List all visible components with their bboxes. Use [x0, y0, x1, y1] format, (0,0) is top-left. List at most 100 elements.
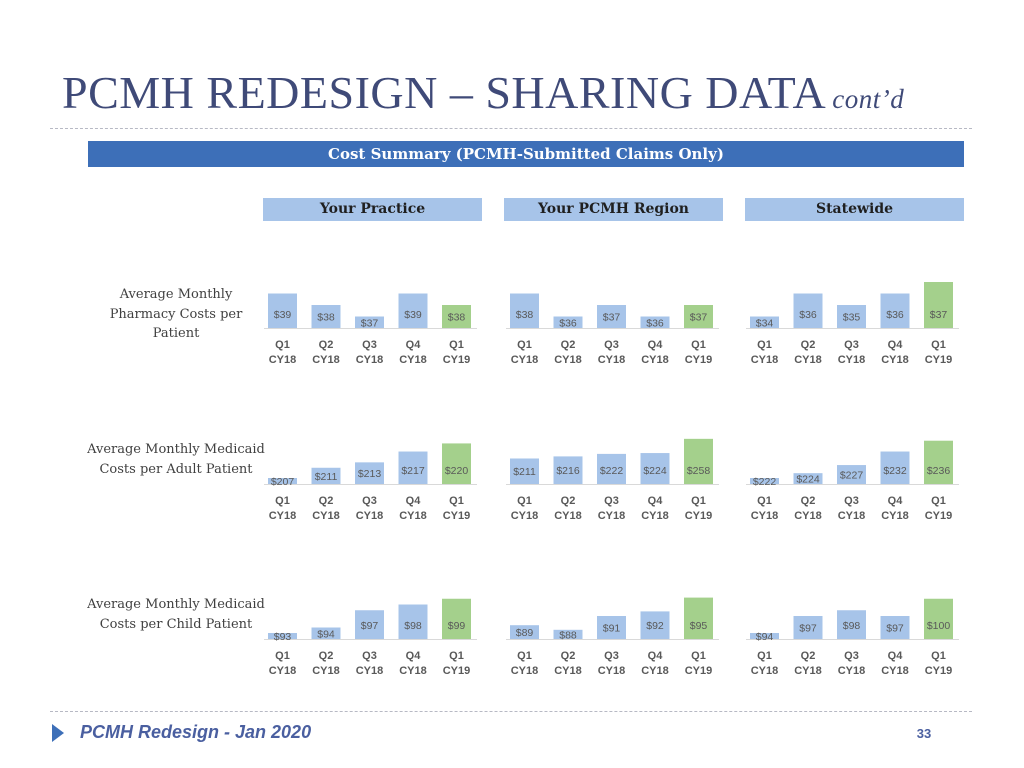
chart-average-monthly-pharmacy-costs-per-patient-statewide-bar-1	[750, 316, 779, 328]
chart-average-monthly-pharmacy-costs-per-patient-your-pcmh-region-tick-label-5: Q1 CY19	[685, 339, 713, 366]
chart-average-monthly-pharmacy-costs-per-patient-your-pcmh-region-bar-1	[510, 293, 539, 328]
chart-average-monthly-medicaid-costs-per-child-patient-your-pcmh-region-tick-label-1: Q1 CY18	[511, 650, 539, 677]
chart-average-monthly-medicaid-costs-per-adult-patient-statewide-value-label-3: $227	[840, 470, 864, 482]
chart-average-monthly-medicaid-costs-per-child-patient-your-practice-value-label-4: $98	[404, 620, 422, 632]
chart-average-monthly-medicaid-costs-per-child-patient-your-pcmh-region-bar-3	[597, 616, 626, 639]
footer-text: PCMH Redesign - Jan 2020	[80, 722, 312, 742]
chart-average-monthly-pharmacy-costs-per-patient-your-pcmh-region-value-label-3: $37	[603, 312, 621, 324]
chart-average-monthly-medicaid-costs-per-child-patient-your-practice-bar-2	[311, 627, 341, 639]
chart-average-monthly-medicaid-costs-per-child-patient-your-pcmh-region-value-label-1: $89	[516, 627, 534, 639]
chart-average-monthly-medicaid-costs-per-child-patient-your-pcmh-region-value-label-2: $88	[559, 629, 577, 641]
chart-average-monthly-pharmacy-costs-per-patient-your-practice-value-label-1: $39	[274, 309, 292, 321]
chart-average-monthly-medicaid-costs-per-adult-patient-statewide-bar-1	[750, 478, 779, 484]
chart-average-monthly-medicaid-costs-per-adult-patient-statewide-tick-label-2: Q2 CY18	[794, 495, 822, 522]
chart-average-monthly-medicaid-costs-per-child-patient-your-practice-value-label-1: $93	[274, 631, 292, 643]
chart-average-monthly-medicaid-costs-per-adult-patient-statewide-bar-3	[837, 465, 866, 484]
chart-average-monthly-medicaid-costs-per-adult-patient-your-practice-bar-2	[311, 467, 341, 484]
chart-average-monthly-medicaid-costs-per-child-patient-your-pcmh-region-bar-2	[553, 629, 583, 639]
chart-average-monthly-pharmacy-costs-per-patient-your-pcmh-region-bar-3	[597, 305, 626, 328]
chart-average-monthly-medicaid-costs-per-child-patient-your-practice-value-label-2: $94	[317, 628, 335, 640]
chart-average-monthly-pharmacy-costs-per-patient-your-practice-bar-2	[311, 305, 341, 328]
chart-average-monthly-medicaid-costs-per-child-patient-statewide-bar-2	[793, 616, 823, 639]
column-header-your-pcmh-region: Your PCMH Region	[504, 198, 723, 221]
chart-average-monthly-medicaid-costs-per-adult-patient-your-practice-bar-4	[398, 451, 428, 484]
chart-average-monthly-medicaid-costs-per-adult-patient-statewide-bar-5	[924, 440, 953, 484]
chart-average-monthly-medicaid-costs-per-adult-patient-statewide-value-label-4: $232	[883, 465, 907, 477]
chart-average-monthly-medicaid-costs-per-adult-patient-your-pcmh-region-bar-4	[640, 453, 670, 484]
chart-average-monthly-pharmacy-costs-per-patient-statewide-bar-5	[924, 282, 953, 328]
slide-title: PCMH REDESIGN – SHARING DATA cont’d	[62, 66, 904, 119]
chart-average-monthly-medicaid-costs-per-adult-patient-your-practice: $207 Q1 CY18 $211 Q2 CY18 $213 Q3 CY18 $217 Q4 CY18…	[264, 443, 477, 522]
chart-average-monthly-medicaid-costs-per-adult-patient-your-pcmh-region-tick-label-3: Q3 CY18	[598, 495, 626, 522]
row-label-pharmacy-costs: Average Monthly Pharmacy Costs per Patie…	[109, 287, 243, 341]
slide-title-text: PCMH REDESIGN – SHARING DATA	[62, 67, 827, 118]
chart-average-monthly-pharmacy-costs-per-patient-statewide-value-label-2: $36	[799, 309, 817, 321]
chart-average-monthly-medicaid-costs-per-child-patient-your-practice-bar-1	[268, 633, 297, 639]
chart-average-monthly-pharmacy-costs-per-patient-statewide-value-label-3: $35	[843, 312, 861, 324]
chart-average-monthly-medicaid-costs-per-child-patient-statewide-tick-label-3: Q3 CY18	[838, 650, 866, 677]
chart-average-monthly-medicaid-costs-per-adult-patient-your-practice-tick-label-1: Q1 CY18	[269, 495, 297, 522]
cost-summary-banner: Cost Summary (PCMH-Submitted Claims Only…	[88, 141, 964, 167]
chart-average-monthly-pharmacy-costs-per-patient-your-pcmh-region-bar-4	[640, 316, 670, 328]
chart-average-monthly-pharmacy-costs-per-patient-your-pcmh-region-tick-label-1: Q1 CY18	[511, 339, 539, 366]
chart-average-monthly-medicaid-costs-per-adult-patient-your-pcmh-region-value-label-3: $222	[600, 465, 624, 477]
chart-average-monthly-pharmacy-costs-per-patient-your-pcmh-region-value-label-4: $36	[646, 317, 664, 329]
chart-average-monthly-medicaid-costs-per-adult-patient-your-practice-tick-label-5: Q1 CY19	[443, 495, 471, 522]
chart-average-monthly-pharmacy-costs-per-patient-your-practice-value-label-4: $39	[404, 309, 422, 321]
chart-average-monthly-medicaid-costs-per-child-patient-statewide-bar-5	[924, 598, 953, 639]
chart-average-monthly-pharmacy-costs-per-patient-statewide-tick-label-5: Q1 CY19	[925, 339, 953, 366]
chart-average-monthly-pharmacy-costs-per-patient-your-pcmh-region-bar-5	[684, 305, 713, 328]
chart-average-monthly-medicaid-costs-per-child-patient-statewide-value-label-5: $100	[927, 620, 951, 632]
chart-average-monthly-medicaid-costs-per-child-patient-statewide-bar-4	[880, 616, 910, 639]
chart-average-monthly-medicaid-costs-per-child-patient-your-pcmh-region-value-label-3: $91	[603, 623, 621, 635]
title-divider	[50, 128, 972, 129]
chart-average-monthly-medicaid-costs-per-child-patient-your-pcmh-region-bar-4	[640, 611, 670, 639]
chart-average-monthly-medicaid-costs-per-child-patient-your-practice-tick-label-4: Q4 CY18	[399, 650, 427, 677]
chart-average-monthly-medicaid-costs-per-adult-patient-your-pcmh-region-value-label-1: $211	[513, 466, 536, 478]
chart-average-monthly-pharmacy-costs-per-patient-statewide-tick-label-3: Q3 CY18	[838, 339, 866, 366]
chart-average-monthly-medicaid-costs-per-child-patient-your-practice-tick-label-5: Q1 CY19	[443, 650, 471, 677]
chart-average-monthly-pharmacy-costs-per-patient-your-pcmh-region-value-label-1: $38	[516, 309, 534, 321]
chart-average-monthly-pharmacy-costs-per-patient-your-practice-bar-5	[442, 305, 471, 328]
chart-average-monthly-medicaid-costs-per-adult-patient-statewide-value-label-5: $236	[927, 465, 951, 477]
chart-average-monthly-medicaid-costs-per-adult-patient-your-practice-bar-3	[355, 462, 384, 484]
chart-average-monthly-medicaid-costs-per-adult-patient-your-practice-bar-1	[268, 478, 297, 484]
chart-average-monthly-pharmacy-costs-per-patient-your-practice-bar-1	[268, 293, 297, 328]
chart-average-monthly-medicaid-costs-per-child-patient-your-pcmh-region-value-label-5: $95	[690, 620, 708, 632]
chart-average-monthly-medicaid-costs-per-child-patient-your-pcmh-region-bar-5	[684, 597, 713, 639]
chart-average-monthly-medicaid-costs-per-child-patient-statewide-value-label-1: $94	[756, 631, 774, 643]
chart-average-monthly-medicaid-costs-per-child-patient-statewide-tick-label-2: Q2 CY18	[794, 650, 822, 677]
chart-average-monthly-medicaid-costs-per-child-patient-statewide-value-label-3: $98	[843, 620, 861, 632]
chart-average-monthly-medicaid-costs-per-adult-patient-your-pcmh-region-bar-1	[510, 458, 539, 484]
chart-average-monthly-pharmacy-costs-per-patient-statewide-tick-label-2: Q2 CY18	[794, 339, 822, 366]
chart-average-monthly-medicaid-costs-per-adult-patient-your-pcmh-region-tick-label-4: Q4 CY18	[641, 495, 669, 522]
chart-average-monthly-pharmacy-costs-per-patient-your-pcmh-region-tick-label-3: Q3 CY18	[598, 339, 626, 366]
chart-average-monthly-medicaid-costs-per-adult-patient-statewide-bar-4	[880, 451, 910, 484]
column-header-statewide: Statewide	[745, 198, 964, 221]
chart-average-monthly-pharmacy-costs-per-patient-statewide: $34 Q1 CY18 $36 Q2 CY18 $35 Q3 CY18 $36 Q4 CY18 $37 Q…	[746, 282, 959, 366]
chart-average-monthly-medicaid-costs-per-child-patient-your-pcmh-region-tick-label-5: Q1 CY19	[685, 650, 713, 677]
chart-average-monthly-medicaid-costs-per-adult-patient-your-practice-tick-label-2: Q2 CY18	[312, 495, 340, 522]
chart-average-monthly-medicaid-costs-per-child-patient-your-practice-tick-label-3: Q3 CY18	[356, 650, 384, 677]
chart-average-monthly-medicaid-costs-per-adult-patient-your-practice-tick-label-4: Q4 CY18	[399, 495, 427, 522]
chart-average-monthly-pharmacy-costs-per-patient-your-practice-tick-label-4: Q4 CY18	[399, 339, 427, 366]
row-label-child-medicaid-costs: Average Monthly Medicaid Costs per Child…	[87, 597, 265, 632]
chart-average-monthly-medicaid-costs-per-child-patient-statewide: $94 Q1 CY18 $97 Q2 CY18 $98 Q3 CY18 $97 Q4 CY18 $100…	[746, 598, 959, 677]
chart-average-monthly-medicaid-costs-per-adult-patient-your-pcmh-region-tick-label-2: Q2 CY18	[554, 495, 582, 522]
chart-average-monthly-medicaid-costs-per-child-patient-your-practice-bar-4	[398, 604, 428, 639]
chart-average-monthly-medicaid-costs-per-child-patient-statewide-tick-label-5: Q1 CY19	[925, 650, 953, 677]
chart-average-monthly-medicaid-costs-per-child-patient-your-pcmh-region-tick-label-2: Q2 CY18	[554, 650, 582, 677]
chart-average-monthly-medicaid-costs-per-child-patient-statewide-bar-3	[837, 610, 866, 639]
chart-average-monthly-pharmacy-costs-per-patient-statewide-tick-label-1: Q1 CY18	[751, 339, 779, 366]
chart-average-monthly-medicaid-costs-per-adult-patient-statewide-tick-label-3: Q3 CY18	[838, 495, 866, 522]
chart-average-monthly-pharmacy-costs-per-patient-your-practice: $39 Q1 CY18 $38 Q2 CY18 $37 Q3 CY18 $39 Q4 CY18 $38 Q…	[264, 293, 477, 366]
chart-average-monthly-medicaid-costs-per-adult-patient-your-practice-value-label-1: $207	[271, 476, 295, 488]
chart-average-monthly-pharmacy-costs-per-patient-your-pcmh-region-bar-2	[553, 316, 583, 328]
chart-average-monthly-medicaid-costs-per-adult-patient-your-practice-value-label-3: $213	[358, 468, 382, 480]
chart-average-monthly-medicaid-costs-per-child-patient-your-pcmh-region-bar-1	[510, 625, 539, 639]
chart-average-monthly-medicaid-costs-per-adult-patient-your-pcmh-region: $211 Q1 CY18 $216 Q2 CY18 $222 Q3 CY18 $224 Q4 CY18…	[506, 438, 719, 522]
chart-average-monthly-medicaid-costs-per-adult-patient-your-practice-bar-5	[442, 443, 471, 484]
chart-average-monthly-medicaid-costs-per-adult-patient-your-pcmh-region-bar-2	[553, 456, 583, 484]
chart-average-monthly-pharmacy-costs-per-patient-statewide-bar-3	[837, 305, 866, 328]
